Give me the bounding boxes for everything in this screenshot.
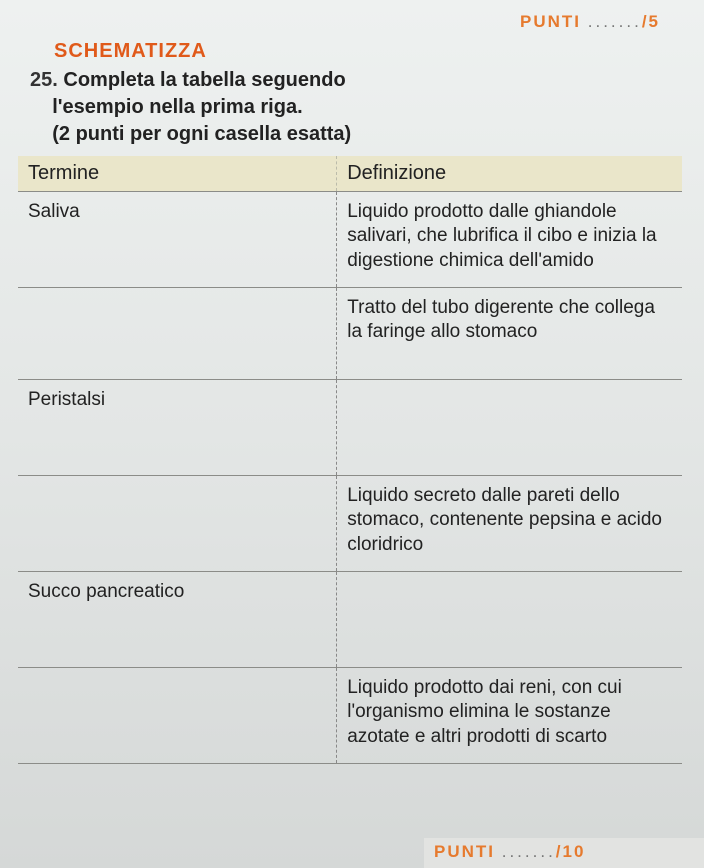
section-title: SCHEMATIZZA — [54, 40, 698, 63]
cell-term — [18, 476, 337, 572]
table-row: Liquido prodotto dai reni, con cui l'org… — [18, 668, 682, 764]
header-term: Termine — [18, 156, 337, 192]
table-row: Succo pancreatico — [18, 572, 682, 668]
score-bottom: PUNTI ......./10 — [424, 838, 704, 868]
worksheet-page: PUNTI ......./5 SCHEMATIZZA 25. Completa… — [0, 0, 704, 868]
cell-def: Liquido prodotto dalle ghiandole salivar… — [337, 192, 682, 288]
cell-term: Peristalsi — [18, 380, 337, 476]
table-row: Peristalsi — [18, 380, 682, 476]
score-top: PUNTI ......./5 — [6, 12, 698, 32]
exercise-table: Termine Definizione Saliva Liquido prodo… — [18, 156, 682, 764]
exercise-instruction: 25. Completa la tabella seguendo l'esemp… — [30, 67, 698, 148]
table-row: Liquido secreto dalle pareti dello stoma… — [18, 476, 682, 572]
header-def: Definizione — [337, 156, 682, 192]
cell-term: Succo pancreatico — [18, 572, 337, 668]
score-bottom-label: PUNTI — [434, 842, 495, 861]
table-row: Saliva Liquido prodotto dalle ghiandole … — [18, 192, 682, 288]
score-bottom-max: /10 — [556, 842, 586, 861]
cell-def: Liquido prodotto dai reni, con cui l'org… — [337, 668, 682, 764]
cell-term: Saliva — [18, 192, 337, 288]
cell-term — [18, 288, 337, 380]
table-header-row: Termine Definizione — [18, 156, 682, 192]
score-top-max: /5 — [642, 12, 660, 31]
cell-term — [18, 668, 337, 764]
cell-def: Liquido secreto dalle pareti dello stoma… — [337, 476, 682, 572]
instruction-line-3: (2 punti per ogni casella esatta) — [52, 123, 351, 145]
table-row: Tratto del tubo digerente che collega la… — [18, 288, 682, 380]
instruction-line-1: Completa la tabella seguendo — [63, 69, 345, 91]
cell-def — [337, 572, 682, 668]
question-number: 25. — [30, 69, 58, 91]
score-bottom-dots: ....... — [502, 842, 556, 861]
score-top-label: PUNTI — [520, 12, 581, 31]
cell-def: Tratto del tubo digerente che collega la… — [337, 288, 682, 380]
score-top-dots: ....... — [588, 12, 642, 31]
cell-def — [337, 380, 682, 476]
instruction-line-2: l'esempio nella prima riga. — [52, 96, 302, 118]
